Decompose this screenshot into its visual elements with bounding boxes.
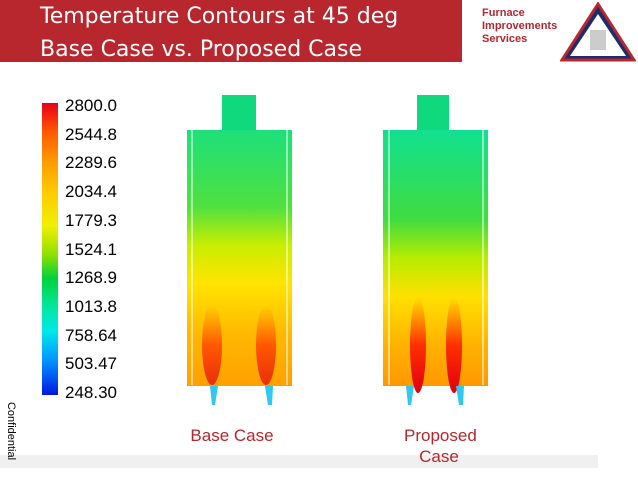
legend-label: 503.47 xyxy=(65,354,117,374)
confidential-note: Confidential xyxy=(5,401,18,461)
title: Temperature Contours at 45 deg xyxy=(40,4,399,29)
logo-line: Improvements xyxy=(482,20,558,32)
footer-strip xyxy=(0,455,598,468)
legend-label: 2544.8 xyxy=(65,124,117,144)
panel-label: Base Case xyxy=(190,426,274,445)
subtitle: Base Case vs. Proposed Case xyxy=(40,37,362,62)
proposed-case-plot xyxy=(383,95,488,405)
legend-label: 2034.4 xyxy=(65,182,117,202)
logo-icon xyxy=(560,2,636,62)
logo-text: Furnace Improvements Services xyxy=(482,7,557,46)
logo-line: Services xyxy=(482,33,528,45)
legend-label: 2800.0 xyxy=(65,96,117,115)
legend-label: 1524.1 xyxy=(65,239,117,259)
legend-label: 758.64 xyxy=(65,325,117,345)
legend-label: 1779.3 xyxy=(65,210,117,230)
logo-line: Furnace xyxy=(482,7,525,19)
base-case-plot xyxy=(187,95,292,405)
legend-label: 248.30 xyxy=(65,383,117,402)
header-bar xyxy=(0,0,462,62)
color-bar xyxy=(42,103,58,395)
legend-label: 1268.9 xyxy=(65,268,117,288)
panel-label: Proposed Case xyxy=(404,426,477,466)
legend-label: 2289.6 xyxy=(65,153,117,173)
legend-label: 1013.8 xyxy=(65,296,117,316)
